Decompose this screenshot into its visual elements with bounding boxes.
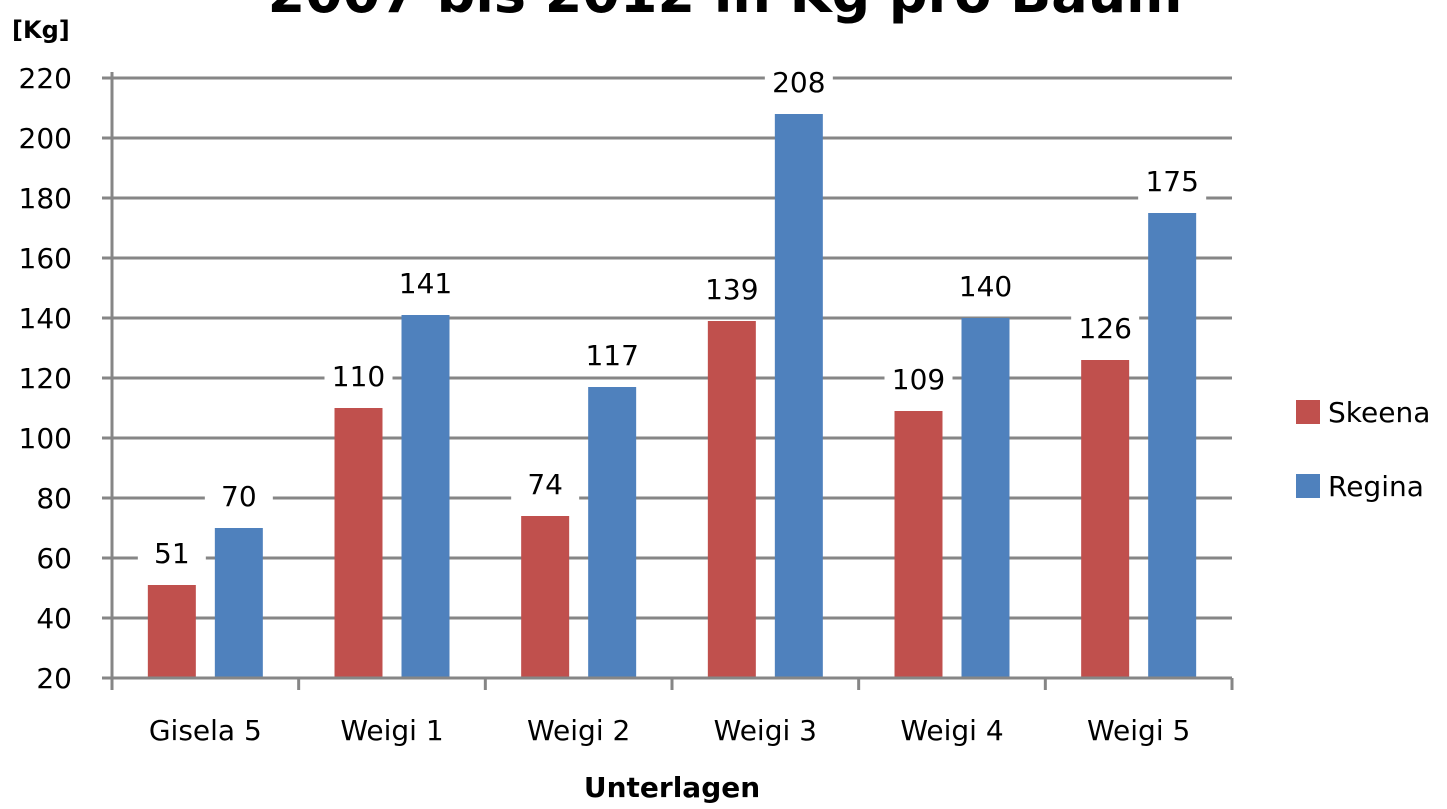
data-label: 110 (332, 360, 385, 393)
data-label: 51 (154, 537, 190, 570)
x-axis-label: Unterlagen (584, 771, 760, 804)
data-label: 74 (527, 468, 563, 501)
data-label-background (324, 358, 393, 396)
data-label: 126 (1078, 312, 1131, 345)
y-tick-label: 220 (19, 62, 72, 95)
legend-label-regina: Regina (1328, 470, 1424, 503)
data-label: 117 (585, 339, 638, 372)
y-tick-label: 80 (36, 482, 72, 515)
y-axis-unit-label: [Kg] (12, 16, 70, 44)
bar-regina (1148, 213, 1197, 678)
y-tick-label: 60 (36, 542, 72, 575)
data-label-background (1138, 163, 1207, 201)
bar-skeena (707, 321, 756, 678)
y-tick-label: 160 (19, 242, 72, 275)
data-label: 208 (772, 66, 825, 99)
data-label-background (951, 268, 1020, 306)
data-label: 139 (705, 273, 758, 306)
data-label-background (697, 271, 766, 309)
data-label: 141 (399, 267, 452, 300)
data-label: 175 (1145, 165, 1198, 198)
data-label-background (391, 265, 460, 303)
y-tick-label: 180 (19, 182, 72, 215)
x-category-label: Weigi 2 (527, 714, 630, 747)
chart-title: 2007 bis 2012 in Kg pro Baum (268, 0, 1183, 25)
y-tick-label: 120 (19, 362, 72, 395)
y-tick-label: 20 (36, 662, 72, 695)
data-label: 70 (221, 480, 257, 513)
bar-skeena (147, 585, 196, 678)
data-label-background (204, 478, 273, 516)
x-category-label: Weigi 1 (340, 714, 443, 747)
bar-regina (588, 387, 637, 678)
y-tick-label: 200 (19, 122, 72, 155)
bar-regina (214, 528, 263, 678)
data-label-background (764, 64, 833, 102)
legend-swatch-skeena (1296, 400, 1320, 424)
data-label-background (511, 466, 580, 504)
x-category-label: Gisela 5 (149, 714, 262, 747)
data-label-background (1071, 310, 1140, 348)
bar-regina (774, 114, 823, 678)
data-label-background (884, 361, 953, 399)
y-axis-ticks: 20 40 60 80 100 120 140 160 180 200 220 (19, 62, 72, 695)
bars (147, 114, 1197, 678)
x-axis-categories: Gisela 5 Weigi 1 Weigi 2 Weigi 3 Weigi 4 Weig… (149, 714, 1190, 747)
data-label: 140 (959, 270, 1012, 303)
data-labels: 51 70 110 141 74 117 139 208 109 140 126 175 (137, 64, 1207, 573)
y-tick-label: 100 (19, 422, 72, 455)
data-label: 109 (892, 363, 945, 396)
bar-skeena (1081, 360, 1130, 678)
axes (102, 72, 1234, 690)
y-tick-label: 140 (19, 302, 72, 335)
x-category-label: Weigi 4 (900, 714, 1003, 747)
legend: Skeena Regina (1296, 396, 1430, 503)
x-category-label: Weigi 5 (1087, 714, 1190, 747)
data-label-background (137, 535, 206, 573)
bar-skeena (894, 411, 943, 678)
x-category-label: Weigi 3 (714, 714, 817, 747)
bar-regina (401, 315, 450, 678)
data-label-background (578, 337, 647, 375)
legend-swatch-regina (1296, 474, 1320, 498)
legend-label-skeena: Skeena (1328, 396, 1430, 429)
y-tick-label: 40 (36, 602, 72, 635)
gridlines (112, 76, 1232, 620)
bar-skeena (334, 408, 383, 678)
bar-regina (961, 318, 1010, 678)
bar-skeena (521, 516, 570, 678)
